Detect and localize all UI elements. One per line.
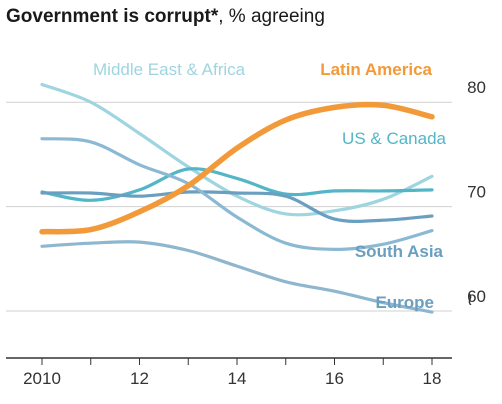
series-label-latin-america: Latin America — [320, 60, 432, 79]
y-tick-label-70: 70 — [467, 183, 486, 202]
x-tick-label-2016: 16 — [325, 369, 344, 388]
y-axis: 60 70 80 ≀ — [467, 78, 486, 309]
x-tick-label-2014: 14 — [228, 369, 247, 388]
series-line-south-asia — [40, 190, 434, 223]
chart-title-main: Government is corrupt* — [6, 6, 219, 27]
chart-subtitle: , % agreeing — [218, 6, 325, 27]
series-line-unlabelled-4 — [40, 137, 434, 252]
x-tick-label-2018: 18 — [423, 369, 442, 388]
series-label-europe: Europe — [375, 293, 434, 312]
series-label-middle-east-africa: Middle East & Africa — [93, 60, 246, 79]
y-tick-label-80: 80 — [467, 78, 486, 97]
series-line-middle-east-africa — [40, 82, 434, 217]
series-line-latin-america — [39, 101, 435, 235]
series-line-us-canada — [40, 167, 434, 202]
series-label-south-asia: South Asia — [355, 242, 444, 261]
series-line-europe — [40, 240, 434, 314]
axis-break-icon: ≀ — [467, 289, 474, 309]
x-tick-label-2010: 2010 — [23, 369, 61, 388]
x-tick-label-2012: 12 — [130, 369, 149, 388]
y-tick-label-60: 60 — [467, 287, 486, 306]
x-axis: 2010 12 14 16 18 — [6, 357, 452, 388]
chart-title: Government is corrupt*, % agreeing — [6, 6, 325, 27]
series-lines — [39, 82, 435, 314]
series-label-us-canada: US & Canada — [342, 129, 446, 148]
series-labels: Middle East & Africa Latin America US & Ca… — [93, 60, 447, 312]
